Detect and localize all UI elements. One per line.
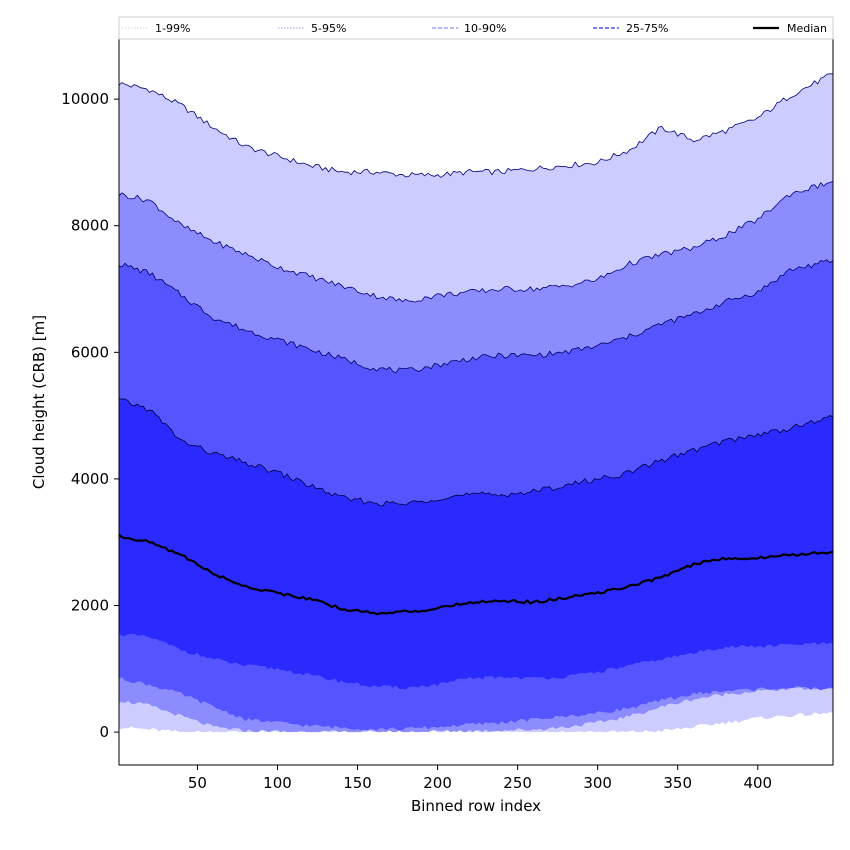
y-tick-label: 0 (99, 723, 109, 741)
y-tick-label: 2000 (71, 596, 109, 614)
x-axis-label: Binned row index (411, 797, 541, 815)
legend-label: 1-99% (155, 22, 190, 35)
y-tick-label: 4000 (71, 470, 109, 488)
legend-label: 5-95% (311, 22, 346, 35)
legend-label: 25-75% (626, 22, 668, 35)
x-tick-label: 200 (423, 774, 452, 792)
x-tick-label: 50 (188, 774, 207, 792)
x-tick-label: 100 (263, 774, 292, 792)
legend-label: Median (787, 22, 827, 35)
band-edge-25-75% (118, 398, 834, 507)
band-edge-1-99% (118, 73, 833, 178)
x-tick-label: 250 (503, 774, 532, 792)
x-tick-label: 400 (743, 774, 772, 792)
band-edge-5-95% (118, 181, 834, 303)
legend: 1-99% 5-95% 10-90% 25-75% Median (118, 16, 834, 40)
median-line (118, 533, 834, 616)
band-edge-10-90% (118, 259, 834, 374)
legend-label: 10-90% (464, 22, 506, 35)
y-tick-label: 6000 (71, 343, 109, 361)
x-tick-label: 300 (583, 774, 612, 792)
y-axis: 0 2000 4000 6000 8000 10000 (61, 90, 119, 741)
legend-box (118, 16, 834, 40)
x-tick-label: 350 (663, 774, 692, 792)
x-axis: 50 100 150 200 250 300 350 400 (188, 765, 772, 792)
plot-area (118, 73, 834, 733)
band-25-75% (119, 398, 833, 690)
y-tick-label: 10000 (61, 90, 109, 108)
x-tick-label: 150 (343, 774, 372, 792)
y-tick-label: 8000 (71, 217, 109, 235)
y-axis-label: Cloud height (CRB) [m] (30, 315, 48, 489)
